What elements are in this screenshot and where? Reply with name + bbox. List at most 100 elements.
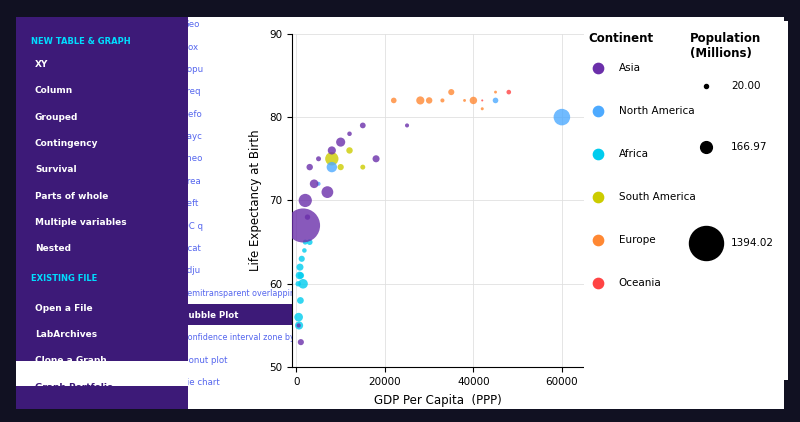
- Text: Pie chart: Pie chart: [182, 378, 220, 387]
- Point: [294, 297, 307, 304]
- Text: 1394.02: 1394.02: [731, 238, 774, 249]
- Text: Europe: Europe: [618, 235, 655, 245]
- Text: Popu: Popu: [182, 65, 203, 74]
- Text: Survival: Survival: [35, 165, 77, 174]
- Point: [489, 89, 502, 95]
- Point: [343, 147, 356, 154]
- Point: [321, 189, 334, 195]
- Point: [592, 236, 605, 243]
- Text: Multiple variables: Multiple variables: [35, 218, 126, 227]
- Text: Nested: Nested: [35, 244, 71, 253]
- Text: Left: Left: [182, 199, 198, 208]
- Point: [326, 147, 338, 154]
- Point: [502, 89, 515, 95]
- Point: [700, 240, 713, 247]
- Text: XY: XY: [35, 60, 48, 69]
- Point: [293, 322, 306, 329]
- Point: [334, 139, 347, 146]
- Bar: [172, 304, 344, 325]
- Text: Open a File: Open a File: [35, 304, 93, 313]
- Text: Geo: Geo: [182, 20, 200, 29]
- Point: [476, 106, 489, 112]
- Text: Confidence interval zone by hooking: Confidence interval zone by hooking: [182, 333, 330, 342]
- Point: [458, 97, 471, 104]
- Point: [293, 272, 306, 279]
- Point: [436, 97, 449, 104]
- Point: [312, 180, 325, 187]
- Point: [592, 193, 605, 200]
- Point: [401, 122, 414, 129]
- Text: Scat: Scat: [182, 244, 201, 253]
- Point: [312, 155, 325, 162]
- Point: [592, 108, 605, 114]
- Point: [301, 214, 314, 220]
- Point: [299, 239, 312, 246]
- Point: [303, 164, 316, 170]
- Text: Continent: Continent: [588, 32, 654, 45]
- Point: [592, 151, 605, 157]
- Point: [700, 143, 713, 150]
- Point: [343, 130, 356, 137]
- Point: [295, 255, 308, 262]
- Text: Semitransparent overlapping area fills: Semitransparent overlapping area fills: [182, 289, 338, 298]
- Text: North America: North America: [618, 106, 694, 116]
- Point: [476, 97, 489, 104]
- Text: Bubble Plot: Bubble Plot: [182, 311, 239, 320]
- Point: [298, 247, 310, 254]
- Text: 166.97: 166.97: [731, 142, 767, 151]
- Text: Adju: Adju: [182, 266, 202, 275]
- Point: [387, 97, 400, 104]
- Text: South America: South America: [618, 192, 695, 202]
- Text: Population (Millions): Population (Millions): [690, 32, 762, 60]
- Point: [370, 155, 382, 162]
- Point: [445, 89, 458, 95]
- Point: [292, 322, 305, 329]
- Text: Freq: Freq: [182, 87, 201, 96]
- Y-axis label: Life Expectancy at Birth: Life Expectancy at Birth: [250, 130, 262, 271]
- Point: [555, 114, 568, 121]
- Point: [303, 239, 316, 246]
- Point: [414, 97, 426, 104]
- FancyBboxPatch shape: [186, 13, 790, 413]
- Point: [294, 339, 307, 346]
- Text: Parts of whole: Parts of whole: [35, 192, 108, 200]
- Point: [467, 97, 480, 104]
- Text: NEW TABLE & GRAPH: NEW TABLE & GRAPH: [31, 36, 131, 46]
- Point: [326, 164, 338, 170]
- Point: [700, 82, 713, 89]
- Text: Africa: Africa: [618, 149, 649, 159]
- Point: [294, 264, 306, 271]
- Point: [592, 279, 605, 286]
- Bar: [16, 362, 188, 386]
- Text: Asia: Asia: [618, 63, 641, 73]
- Text: EXISTING FILE: EXISTING FILE: [31, 274, 98, 283]
- Text: Graph Portfolio: Graph Portfolio: [35, 383, 113, 392]
- Point: [356, 122, 369, 129]
- Text: Column: Column: [35, 87, 73, 95]
- Point: [294, 272, 307, 279]
- Point: [326, 155, 338, 162]
- Text: QC q: QC q: [182, 222, 203, 230]
- Point: [334, 164, 347, 170]
- Point: [489, 97, 502, 104]
- Text: Oceania: Oceania: [618, 278, 662, 288]
- Text: Layc: Layc: [182, 132, 202, 141]
- Text: Grouped: Grouped: [35, 113, 78, 122]
- Text: LabArchives: LabArchives: [35, 330, 97, 339]
- Point: [292, 280, 305, 287]
- Point: [422, 97, 435, 104]
- Text: Donut plot: Donut plot: [182, 356, 228, 365]
- Text: Contingency: Contingency: [35, 139, 98, 148]
- Point: [292, 314, 305, 321]
- Text: Box: Box: [182, 43, 198, 51]
- Text: Befo: Befo: [182, 110, 202, 119]
- Text: Theo: Theo: [182, 154, 204, 163]
- X-axis label: GDP Per Capita  (PPP): GDP Per Capita (PPP): [374, 394, 502, 407]
- Text: Clone a Graph: Clone a Graph: [35, 356, 106, 365]
- Point: [297, 280, 310, 287]
- Point: [592, 64, 605, 71]
- Point: [297, 222, 310, 229]
- Point: [356, 164, 369, 170]
- Text: 20.00: 20.00: [731, 81, 760, 91]
- Text: Area: Area: [182, 177, 202, 186]
